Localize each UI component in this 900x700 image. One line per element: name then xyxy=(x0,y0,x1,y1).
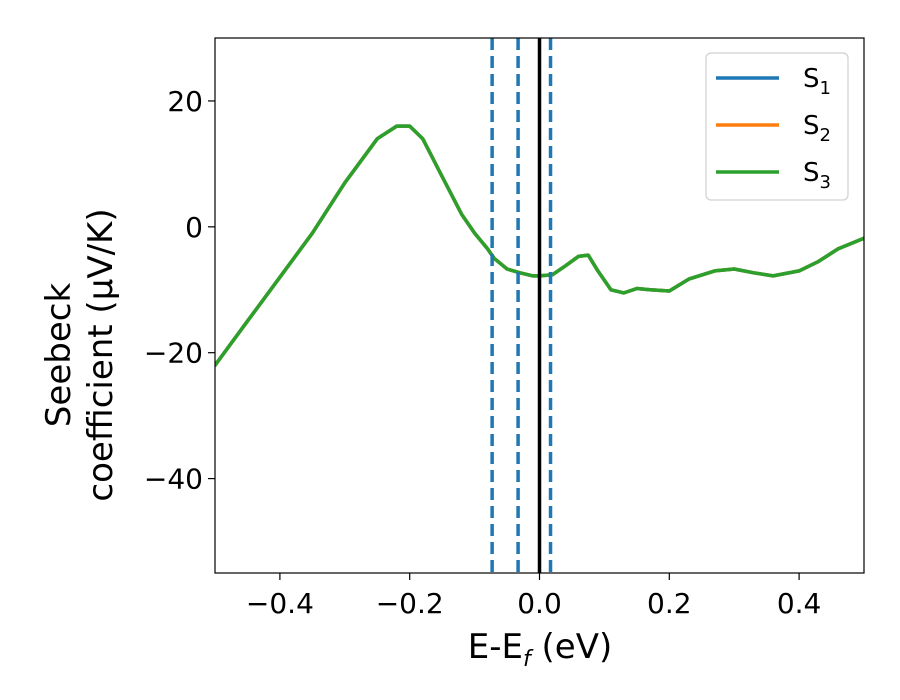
legend-label: S1 xyxy=(803,64,831,99)
plot-area xyxy=(215,38,864,573)
legend-label: S2 xyxy=(803,111,831,146)
x-axis-label: E-Ef (eV) xyxy=(468,627,613,672)
series-line-s3 xyxy=(215,124,864,368)
x-tick-label: 0.2 xyxy=(647,587,692,620)
legend: S1 S2 S3 xyxy=(705,52,849,201)
y-tick-label: −40 xyxy=(144,463,203,496)
x-tick-label: 0.4 xyxy=(777,587,822,620)
y-axis-label-line2: coefficient (μV/K) xyxy=(81,208,121,501)
x-tick-label: −0.4 xyxy=(246,587,314,620)
x-tick-label: −0.2 xyxy=(376,587,444,620)
plot-content xyxy=(215,38,864,573)
x-axis-label-sub: f xyxy=(523,647,534,672)
x-axis-label-main: E-E xyxy=(468,627,523,667)
y-tick-label: 20 xyxy=(167,85,203,118)
y-axis-label: Seebeck coefficient (μV/K) xyxy=(39,208,121,501)
x-axis-label-suffix: (eV) xyxy=(531,627,613,667)
y-tick-label: 0 xyxy=(185,211,203,244)
y-axis-label-line1: Seebeck xyxy=(39,283,79,428)
legend-label: S3 xyxy=(803,158,831,193)
axes: −0.4 −0.2 0.0 0.2 0.4 20 0 −20 −40 xyxy=(144,85,821,620)
x-tick-label: 0.0 xyxy=(517,587,562,620)
y-tick-label: −20 xyxy=(144,337,203,370)
